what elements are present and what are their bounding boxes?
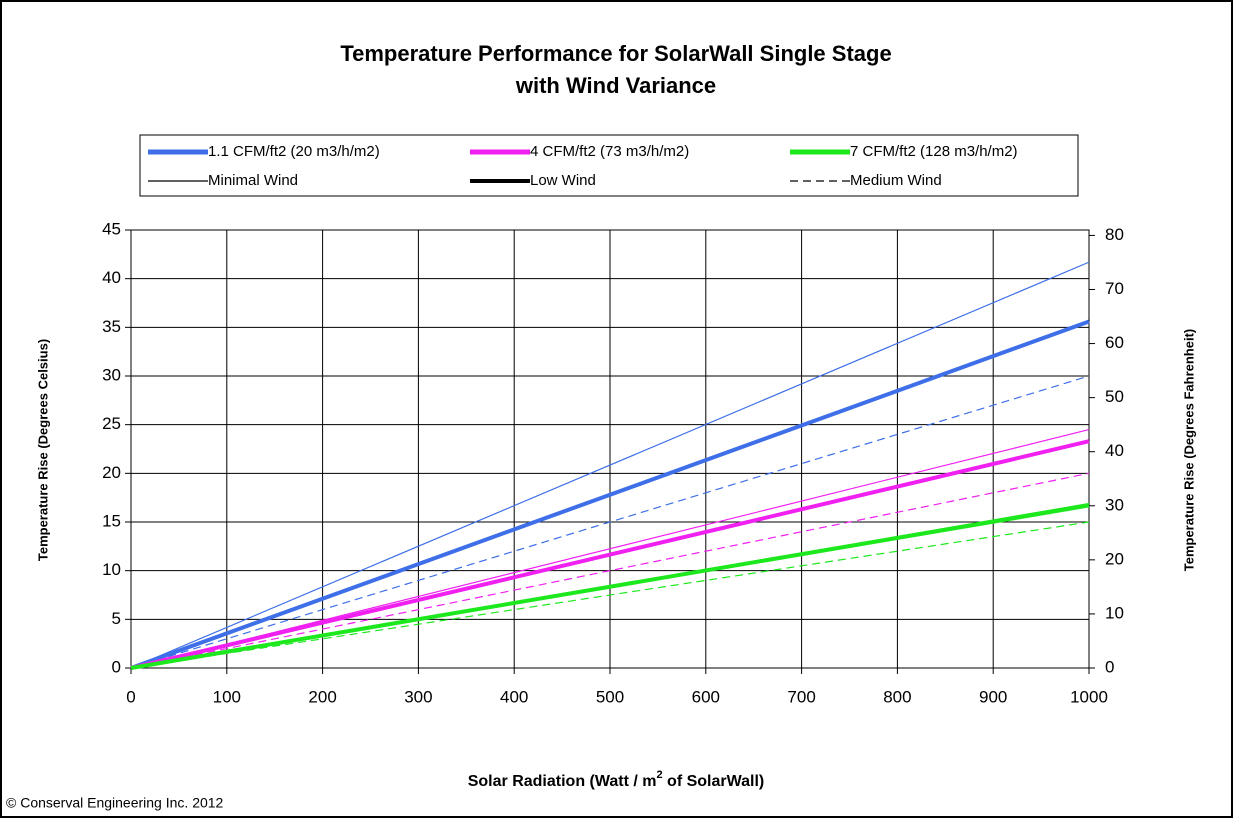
x-axis-label-part: Solar Radiation (Watt / m xyxy=(468,773,657,790)
chart-title: with Wind Variance xyxy=(515,73,716,98)
y2-tick-label: 10 xyxy=(1105,603,1124,622)
y-tick-label: 20 xyxy=(102,463,121,482)
y-tick-label: 0 xyxy=(112,657,121,676)
legend-label: Low Wind xyxy=(530,172,596,189)
legend-box xyxy=(139,134,1079,197)
y-axis-label: Temperature Rise (Degrees Celsius) xyxy=(35,339,50,561)
x-tick-label: 300 xyxy=(404,687,432,706)
x-tick-label: 800 xyxy=(883,687,911,706)
x-tick-label: 0 xyxy=(126,687,135,706)
y-tick-label: 30 xyxy=(102,365,121,384)
y-tick-label: 40 xyxy=(102,268,121,287)
y2-tick-label: 40 xyxy=(1105,441,1124,460)
x-tick-label: 500 xyxy=(596,687,624,706)
series-line xyxy=(130,521,1090,669)
y2-tick-label: 0 xyxy=(1105,657,1114,676)
series-line xyxy=(130,375,1090,669)
x-axis-label-part: of SolarWall) xyxy=(663,773,765,790)
y2-tick-label: 80 xyxy=(1105,225,1124,244)
y-tick-label: 35 xyxy=(102,317,121,336)
x-tick-label: 1000 xyxy=(1070,687,1108,706)
legend-label: 1.1 CFM/ft2 (20 m3/h/m2) xyxy=(208,143,380,160)
legend-label: Minimal Wind xyxy=(208,172,298,189)
legend-label: 7 CFM/ft2 (128 m3/h/m2) xyxy=(850,143,1018,160)
footer: © Conserval Engineering Inc. 2012 xyxy=(6,795,224,811)
y2-tick-label: 70 xyxy=(1105,279,1124,298)
series-line xyxy=(130,439,1090,670)
series-line xyxy=(130,261,1090,669)
series-line xyxy=(130,472,1090,669)
y2-tick-label: 30 xyxy=(1105,495,1124,514)
y2-tick-label: 20 xyxy=(1105,549,1124,568)
x-tick-label: 700 xyxy=(787,687,815,706)
legend-label: Medium Wind xyxy=(850,172,942,189)
y-tick-label: 25 xyxy=(102,414,121,433)
x-tick-label: 400 xyxy=(500,687,528,706)
series-line xyxy=(130,503,1090,670)
x-tick-label: 100 xyxy=(213,687,241,706)
series-line xyxy=(130,319,1090,670)
x-tick-label: 200 xyxy=(308,687,336,706)
y-tick-label: 10 xyxy=(102,560,121,579)
legend-label: 4 CFM/ft2 (73 m3/h/m2) xyxy=(530,143,689,160)
x-axis-label-sup: 2 xyxy=(656,769,662,781)
y-tick-label: 45 xyxy=(102,219,121,238)
y-tick-label: 5 xyxy=(112,609,121,628)
chart-title: Temperature Performance for SolarWall Si… xyxy=(340,41,891,66)
x-axis-label: Solar Radiation (Watt / m2 of SolarWall) xyxy=(468,769,765,790)
y2-tick-label: 50 xyxy=(1105,387,1124,406)
y2-axis-label: Temperature Rise (Degrees Fahrenheit) xyxy=(1181,329,1196,572)
y2-tick-label: 60 xyxy=(1105,333,1124,352)
x-tick-label: 600 xyxy=(692,687,720,706)
x-tick-label: 900 xyxy=(979,687,1007,706)
plot-border xyxy=(130,229,1090,669)
y-tick-label: 15 xyxy=(102,511,121,530)
